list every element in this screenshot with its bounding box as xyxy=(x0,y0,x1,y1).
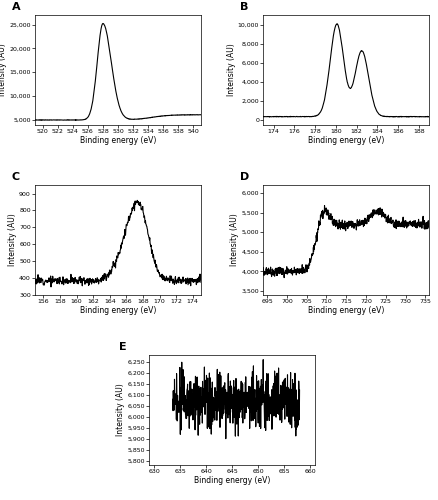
X-axis label: Binding energy (eV): Binding energy (eV) xyxy=(80,306,156,315)
Y-axis label: Intensity (AU): Intensity (AU) xyxy=(8,214,17,266)
Text: B: B xyxy=(240,2,248,12)
Text: A: A xyxy=(12,2,21,12)
X-axis label: Binding energy (eV): Binding energy (eV) xyxy=(80,136,156,145)
Text: D: D xyxy=(240,172,249,182)
X-axis label: Binding energy (eV): Binding energy (eV) xyxy=(308,306,385,315)
Y-axis label: Intensity (AU): Intensity (AU) xyxy=(230,214,240,266)
Y-axis label: Intensity (AU): Intensity (AU) xyxy=(226,44,236,96)
X-axis label: Binding energy (eV): Binding energy (eV) xyxy=(308,136,385,145)
Y-axis label: Intensity (AU): Intensity (AU) xyxy=(0,44,7,96)
X-axis label: Binding energy (eV): Binding energy (eV) xyxy=(194,476,270,485)
Y-axis label: Intensity (AU): Intensity (AU) xyxy=(116,384,125,436)
Text: C: C xyxy=(12,172,20,182)
Text: E: E xyxy=(119,342,127,352)
